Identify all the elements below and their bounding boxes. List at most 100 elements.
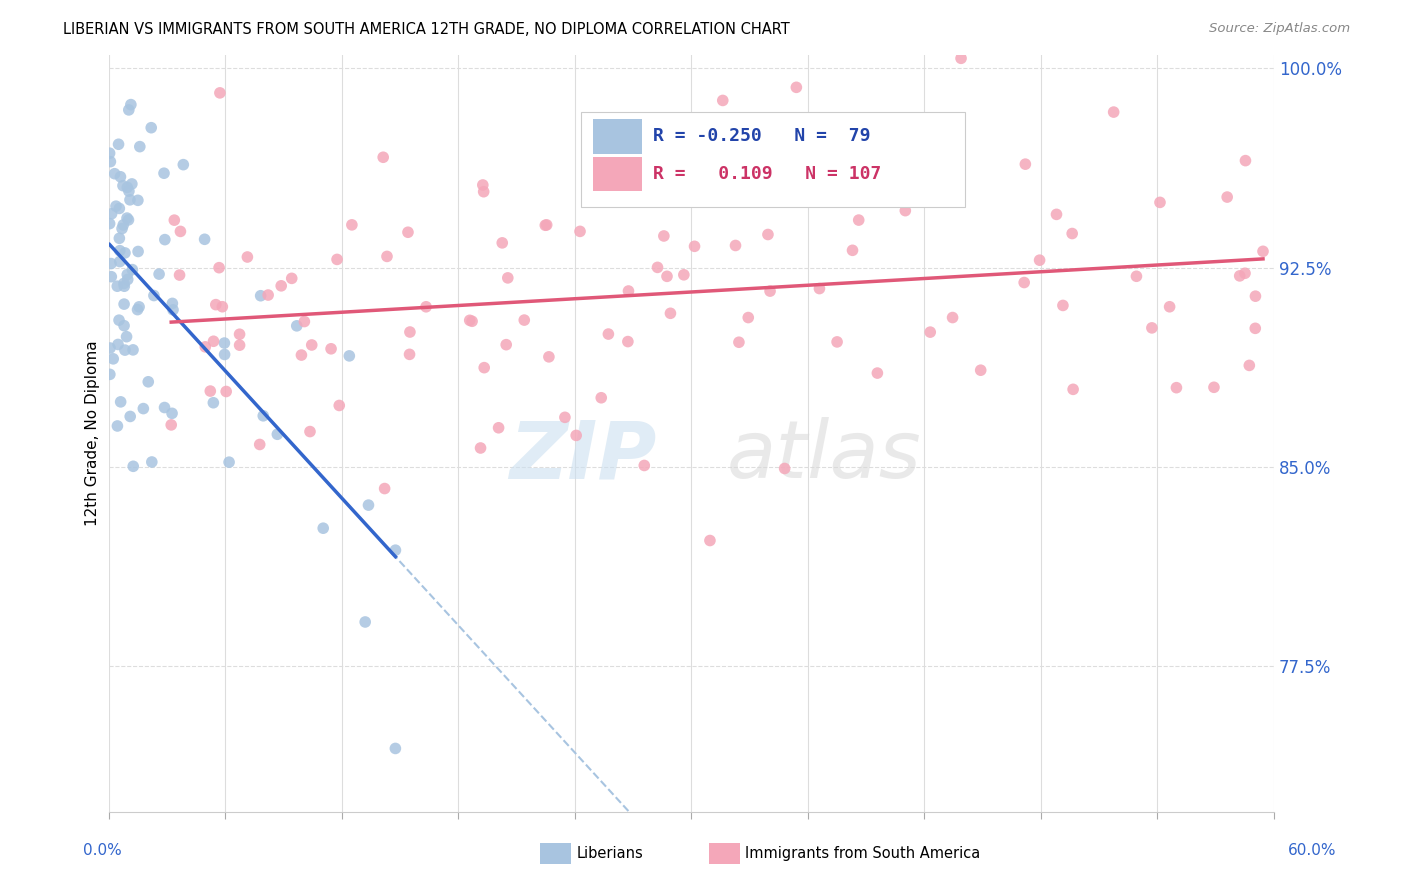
Point xyxy=(536,218,558,232)
Point xyxy=(554,410,576,425)
Point xyxy=(301,338,323,352)
Point xyxy=(808,282,831,296)
Point xyxy=(292,314,315,328)
Point xyxy=(204,298,226,312)
Point xyxy=(110,169,132,184)
Text: atlas: atlas xyxy=(727,417,921,495)
Point xyxy=(128,300,150,314)
Point xyxy=(280,271,302,285)
Point xyxy=(111,178,134,193)
Point xyxy=(132,401,155,416)
Point xyxy=(208,260,231,275)
Point xyxy=(1229,268,1251,283)
Point xyxy=(374,482,396,496)
Point xyxy=(617,284,640,298)
Point xyxy=(1244,321,1267,335)
Point xyxy=(114,343,136,357)
Point xyxy=(127,194,149,208)
Point xyxy=(128,139,150,153)
Point xyxy=(249,437,271,451)
Point xyxy=(108,202,131,216)
Point xyxy=(117,272,139,286)
Point xyxy=(398,347,420,361)
Point xyxy=(488,421,510,435)
Point xyxy=(699,533,721,548)
Point xyxy=(172,158,194,172)
Point xyxy=(491,235,513,250)
Point xyxy=(1045,207,1067,221)
Point xyxy=(228,327,250,342)
Point xyxy=(285,318,308,333)
Point xyxy=(471,178,494,192)
Point xyxy=(148,267,170,281)
Point xyxy=(162,296,184,310)
Point xyxy=(1125,269,1147,284)
Point xyxy=(108,254,131,268)
Point xyxy=(122,343,145,357)
Point xyxy=(920,325,942,339)
Y-axis label: 12th Grade, No Diploma: 12th Grade, No Diploma xyxy=(86,341,100,526)
Point xyxy=(1062,227,1084,241)
Point xyxy=(115,211,138,225)
Point xyxy=(141,120,163,135)
Point xyxy=(565,428,588,442)
Point xyxy=(914,145,936,160)
Point xyxy=(121,262,143,277)
Point xyxy=(1014,157,1036,171)
Point xyxy=(127,302,149,317)
Point xyxy=(112,279,135,293)
Point xyxy=(112,297,135,311)
Point xyxy=(120,409,142,424)
Point xyxy=(108,244,131,258)
Point xyxy=(328,399,350,413)
Point xyxy=(236,250,259,264)
Point xyxy=(373,150,395,164)
Point xyxy=(266,427,288,442)
FancyBboxPatch shape xyxy=(593,157,643,192)
Point xyxy=(825,334,848,349)
Point xyxy=(1102,105,1125,120)
Point xyxy=(711,94,734,108)
Point xyxy=(208,86,231,100)
Point xyxy=(458,313,481,327)
Point xyxy=(169,268,191,282)
Point xyxy=(228,338,250,352)
Point xyxy=(737,310,759,325)
FancyBboxPatch shape xyxy=(581,112,965,207)
Point xyxy=(104,167,127,181)
Point xyxy=(214,336,236,351)
Point xyxy=(218,455,240,469)
Text: R = -0.250   N =  79: R = -0.250 N = 79 xyxy=(652,128,870,145)
Point xyxy=(683,239,706,253)
Point xyxy=(98,217,121,231)
Point xyxy=(100,256,122,270)
Point xyxy=(415,300,437,314)
Point xyxy=(107,337,129,351)
Point xyxy=(202,334,225,349)
Point xyxy=(120,97,142,112)
Point xyxy=(169,224,191,238)
Point xyxy=(647,260,669,275)
Point xyxy=(970,363,993,377)
Point xyxy=(194,340,217,354)
Point xyxy=(617,334,640,349)
Point xyxy=(100,154,122,169)
Point xyxy=(112,218,135,232)
Point xyxy=(160,406,183,420)
Point xyxy=(890,155,912,169)
Text: 0.0%: 0.0% xyxy=(83,843,122,858)
Point xyxy=(1062,382,1084,396)
Point xyxy=(108,313,131,327)
Point xyxy=(659,306,682,320)
Point xyxy=(834,128,856,142)
Point xyxy=(153,233,176,247)
Point xyxy=(112,318,135,333)
Point xyxy=(652,229,675,244)
Point xyxy=(100,207,122,221)
Point xyxy=(252,409,274,423)
Point xyxy=(112,277,135,291)
Point xyxy=(214,347,236,361)
Point xyxy=(127,244,149,259)
Point xyxy=(108,231,131,245)
Point xyxy=(354,615,377,629)
